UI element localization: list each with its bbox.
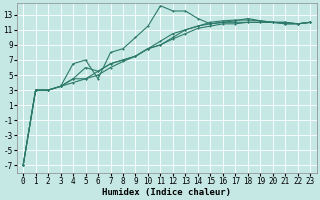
- X-axis label: Humidex (Indice chaleur): Humidex (Indice chaleur): [102, 188, 231, 197]
